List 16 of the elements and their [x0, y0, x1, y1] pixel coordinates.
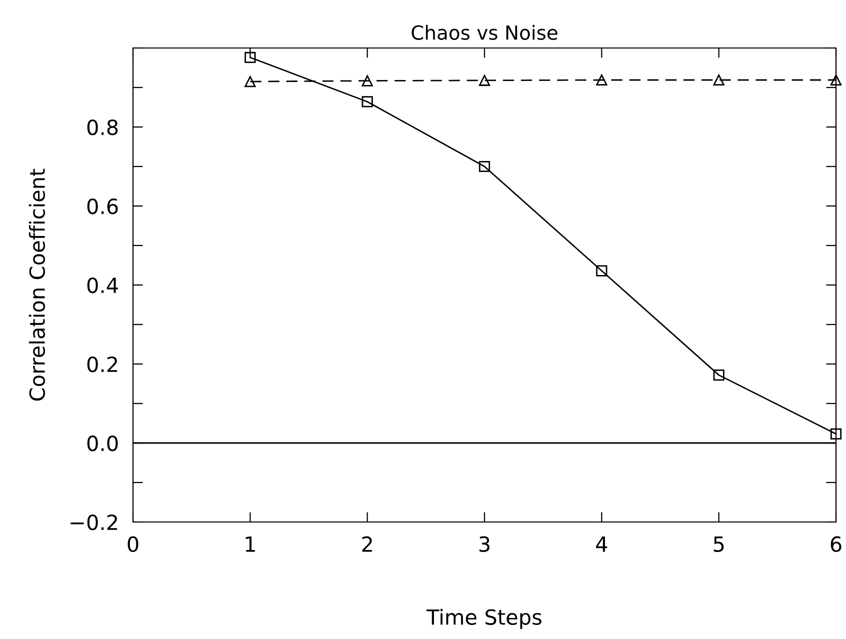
x-tick-label: 6	[830, 536, 842, 552]
y-tick-label: 0.8	[87, 119, 118, 136]
x-tick-label: 2	[362, 536, 372, 552]
x-tick-label: 5	[714, 536, 724, 552]
y-tick-label: −0.2	[70, 514, 118, 530]
x-axis-title: Time Steps	[426, 608, 542, 629]
chart-title: Chaos vs Noise	[412, 24, 558, 40]
x-tick-label: 4	[596, 536, 608, 552]
y-tick-label: 0.6	[87, 198, 118, 214]
y-tick-label: 0.4	[87, 277, 118, 294]
x-tick-label: 3	[479, 536, 490, 552]
y-tick-label: 0.0	[87, 435, 118, 452]
y-tick-label: 0.2	[87, 356, 118, 372]
x-tick-label: 1	[246, 536, 255, 552]
x-tick-label: 0	[128, 536, 138, 552]
y-axis-title: Correlation Coefficient	[28, 168, 46, 401]
